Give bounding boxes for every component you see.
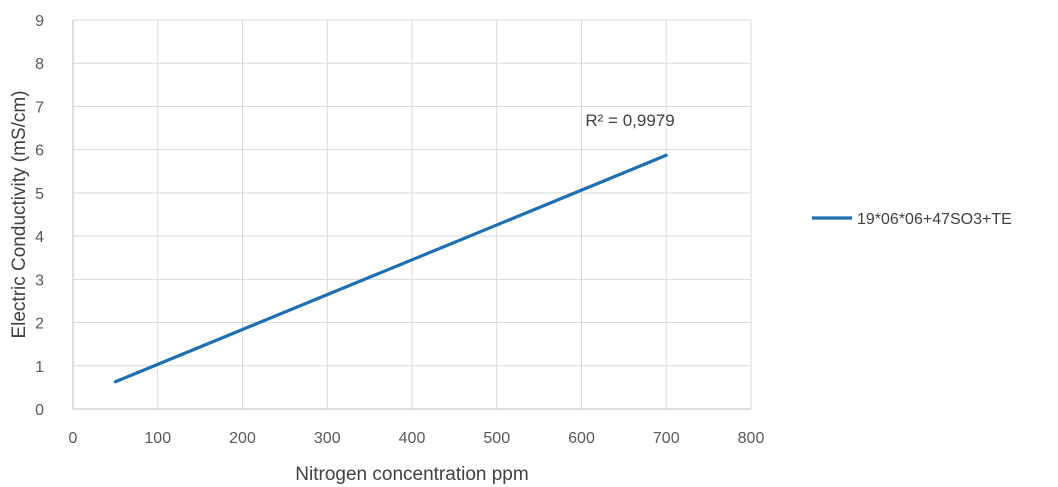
series-line <box>113 153 668 384</box>
axes <box>72 20 751 410</box>
gridlines <box>73 19 752 409</box>
x-tick-label: 300 <box>314 430 341 447</box>
y-axis-title: Electric Conductivity (mS/cm) <box>9 90 30 338</box>
y-tick-label: 1 <box>35 359 44 376</box>
legend: 19*06*06+47SO3+TE <box>812 211 1012 228</box>
r-squared-annotation: R² = 0,9979 <box>585 111 674 130</box>
y-tick-label: 7 <box>35 99 44 116</box>
legend-label: 19*06*06+47SO3+TE <box>857 211 1012 228</box>
y-tick-label: 2 <box>35 316 44 333</box>
y-tick-label: 8 <box>35 56 44 73</box>
x-tick-label: 0 <box>69 430 78 447</box>
x-tick-label: 600 <box>568 430 595 447</box>
series <box>113 153 668 384</box>
y-tick-label: 3 <box>35 272 44 289</box>
x-axis-title: Nitrogen concentration ppm <box>295 464 528 485</box>
y-tick-label: 9 <box>35 13 44 30</box>
x-tick-label: 700 <box>653 430 680 447</box>
y-tick-label: 4 <box>35 229 44 246</box>
y-tick-label: 6 <box>35 143 44 160</box>
y-tick-label: 0 <box>35 402 44 419</box>
x-tick-label: 100 <box>144 430 171 447</box>
y-tick-label: 5 <box>35 186 44 203</box>
tick-labels: 0 1 2 3 4 5 6 7 8 9 0 100 200 300 400 500 600 700 800 <box>35 13 764 447</box>
x-tick-label: 800 <box>738 430 765 447</box>
x-tick-label: 200 <box>229 430 256 447</box>
x-tick-label: 400 <box>399 430 426 447</box>
x-tick-label: 500 <box>483 430 510 447</box>
annotations: R² = 0,9979 <box>585 111 674 130</box>
